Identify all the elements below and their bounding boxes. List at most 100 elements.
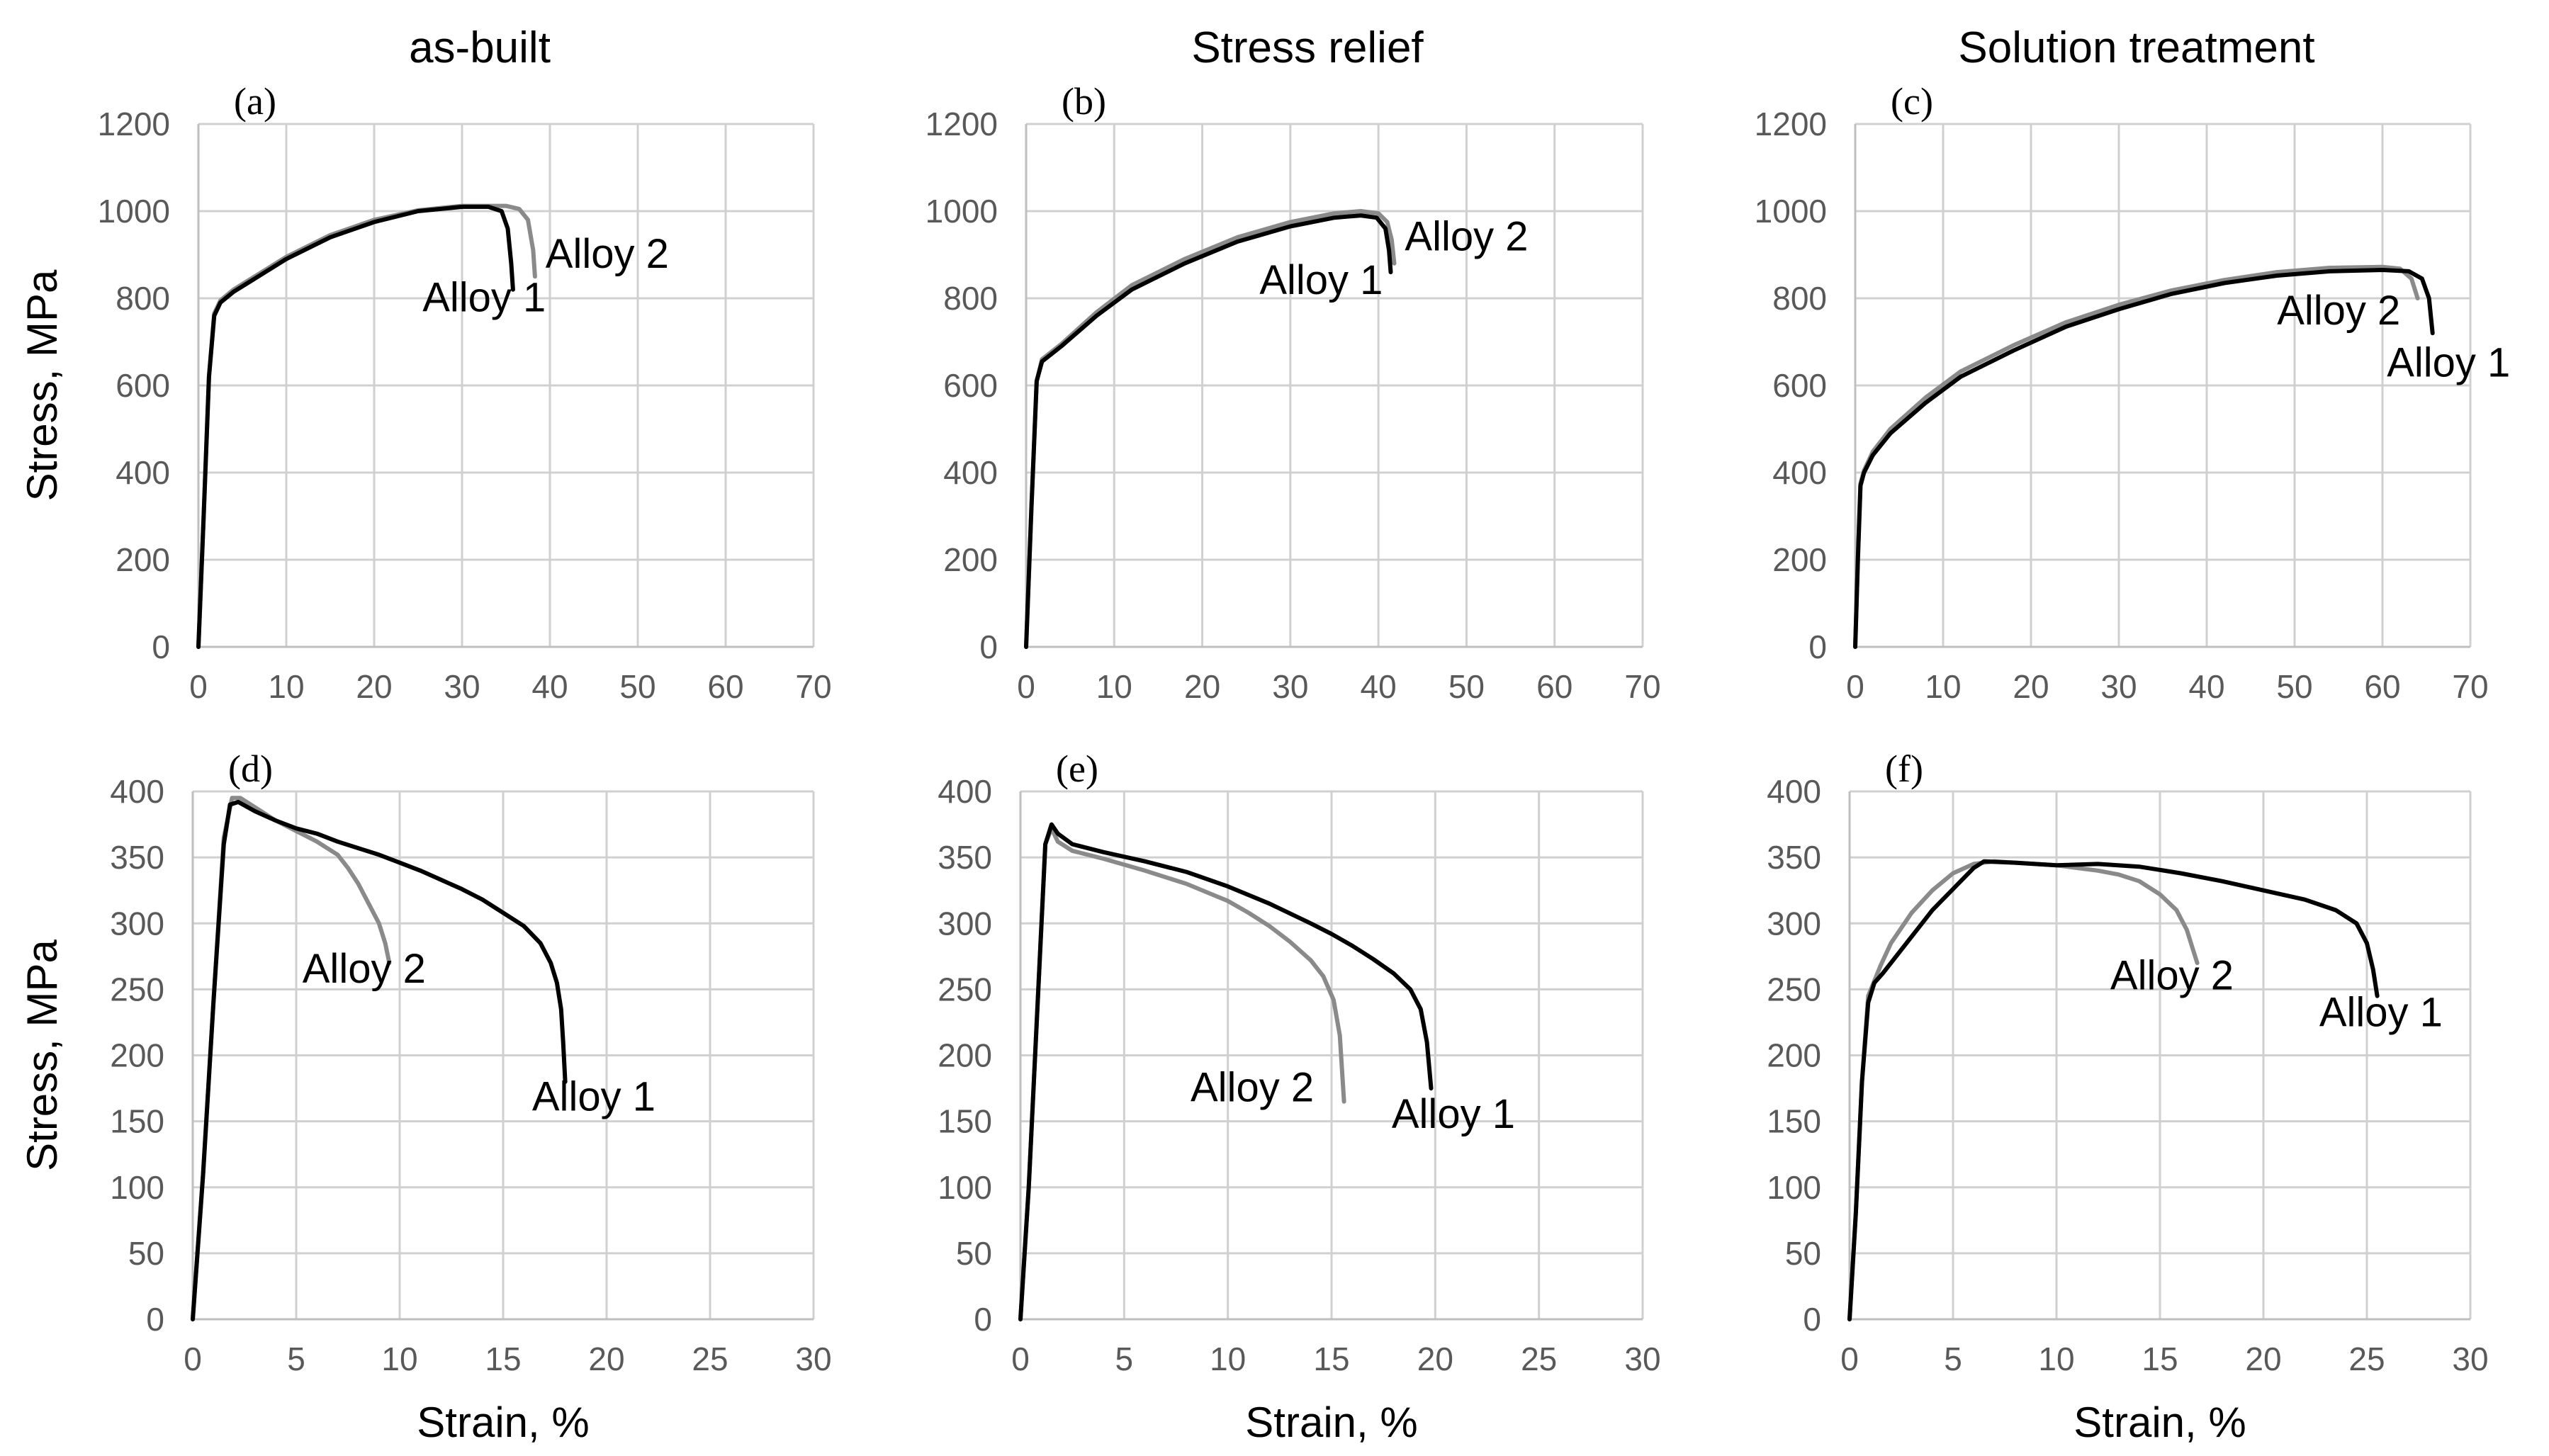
x-tick-label: 60 [707,668,743,705]
x-tick-label: 10 [1925,668,1961,705]
x-tick-label: 20 [2013,668,2049,705]
x-tick-label: 70 [1624,668,1660,705]
y-tick-label: 800 [1772,280,1827,317]
y-tick-label: 150 [1767,1103,1821,1140]
y-tick-label: 50 [956,1235,992,1272]
x-tick-label: 30 [444,668,480,705]
x-tick-label: 30 [795,1341,831,1377]
x-tick-label: 20 [2245,1341,2281,1377]
series-line-alloy-1 [1024,213,1393,649]
y-tick-label: 400 [116,454,170,491]
y-tick-label: 100 [938,1169,992,1206]
series-line-alloy-1 [196,204,515,649]
y-tick-label: 0 [974,1301,992,1338]
x-tick-label: 15 [1313,1341,1349,1377]
y-tick-label: 200 [943,541,998,578]
y-tick-label: 150 [938,1103,992,1140]
y-tick-label: 350 [110,839,164,876]
x-tick-label: 5 [1115,1341,1134,1377]
x-tick-label: 5 [287,1341,305,1377]
x-tick-label: 25 [692,1341,728,1377]
y-tick-label: 300 [938,905,992,942]
annotation-alloy-1: Alloy 1 [532,1074,655,1120]
x-tick-label: 5 [1944,1341,1962,1377]
x-tick-label: 10 [1210,1341,1246,1377]
y-tick-label: 200 [116,541,170,578]
y-tick-label: 100 [1767,1169,1821,1206]
series-line-alloy-1 [1853,268,2435,649]
y-tick-label: 250 [1767,971,1821,1008]
x-tick-label: 70 [2452,668,2488,705]
annotation-alloy-2: Alloy 2 [1405,213,1528,259]
y-tick-label: 0 [152,628,170,665]
x-tick-label: 25 [1521,1341,1557,1377]
column-title-solution-treatment: Solution treatment [1958,23,2314,72]
annotation-alloy-1: Alloy 1 [2319,990,2443,1036]
x-tick-label: 30 [2452,1341,2488,1377]
y-tick-label: 400 [1772,454,1827,491]
x-tick-label: 50 [619,668,655,705]
y-tick-label: 200 [110,1037,164,1074]
y-tick-label: 1000 [98,193,170,230]
x-tick-label: 0 [189,668,208,705]
x-tick-label: 70 [795,668,831,705]
chart-panel-1: 0 10 20 30 40 50 60 70 0 200 400 600 800 1000 1200 Allo… [925,80,1661,705]
panel-label: (f) [1885,747,1923,790]
x-tick-label: 60 [1536,668,1572,705]
y-tick-label: 1000 [1755,193,1827,230]
y-tick-label: 250 [110,971,164,1008]
y-tick-label: 400 [110,773,164,810]
y-tick-label: 50 [128,1235,164,1272]
annotation-alloy-2: Alloy 2 [2277,288,2400,334]
y-tick-label: 50 [1785,1235,1821,1272]
x-tick-label: 15 [485,1341,521,1377]
y-tick-label: 0 [1808,628,1827,665]
y-tick-label: 800 [116,280,170,317]
series-line-alloy-1 [1018,822,1434,1321]
y-tick-label: 200 [938,1037,992,1074]
x-tick-label: 30 [1272,668,1308,705]
y-tick-label: 300 [1767,905,1821,942]
y-axis-title: Stress, MPa [18,269,66,501]
chart-panel-0: 0 10 20 30 40 50 60 70 0 200 400 600 800 1000 1200 Allo… [18,80,832,705]
y-tick-label: 0 [1803,1301,1821,1338]
y-tick-label: 600 [943,367,998,404]
x-tick-label: 30 [2100,668,2137,705]
y-tick-label: 0 [979,628,998,665]
x-axis-title: Strain, % [1245,1399,1417,1446]
y-tick-label: 350 [938,839,992,876]
y-tick-label: 150 [110,1103,164,1140]
x-tick-label: 0 [184,1341,202,1377]
y-tick-label: 0 [146,1301,164,1338]
x-tick-label: 10 [1096,668,1132,705]
x-tick-label: 10 [268,668,304,705]
series-line-alloy-1 [191,799,568,1321]
x-tick-label: 40 [531,668,568,705]
panel-label: (d) [228,747,273,790]
chart-panel-3: 0 5 10 15 20 25 30050100150200250300350400Allo… [18,747,832,1446]
x-tick-label: 0 [1840,1341,1859,1377]
x-tick-label: 0 [1017,668,1035,705]
y-tick-label: 400 [1767,773,1821,810]
y-tick-label: 600 [1772,367,1827,404]
chart-panel-4: 0 5 10 15 20 25 30050100150200250300350400Allo… [938,747,1660,1446]
annotation-alloy-2: Alloy 2 [546,231,669,277]
panel-label: (a) [234,80,276,123]
y-tick-label: 300 [110,905,164,942]
x-tick-label: 10 [2038,1341,2074,1377]
y-tick-label: 400 [943,454,998,491]
annotation-alloy-2: Alloy 2 [2110,952,2234,998]
y-tick-label: 1200 [1755,106,1827,142]
y-tick-label: 1200 [98,106,170,142]
x-tick-label: 50 [1448,668,1485,705]
x-tick-label: 25 [2348,1341,2385,1377]
y-tick-label: 600 [116,367,170,404]
x-axis-title: Strain, % [2073,1399,2246,1446]
annotation-alloy-2: Alloy 2 [1191,1065,1314,1111]
y-tick-label: 200 [1767,1037,1821,1074]
series-line-alloy-2 [1847,859,2200,1321]
x-tick-label: 20 [1184,668,1220,705]
y-tick-label: 800 [943,280,998,317]
series-line-alloy-2 [196,203,537,649]
